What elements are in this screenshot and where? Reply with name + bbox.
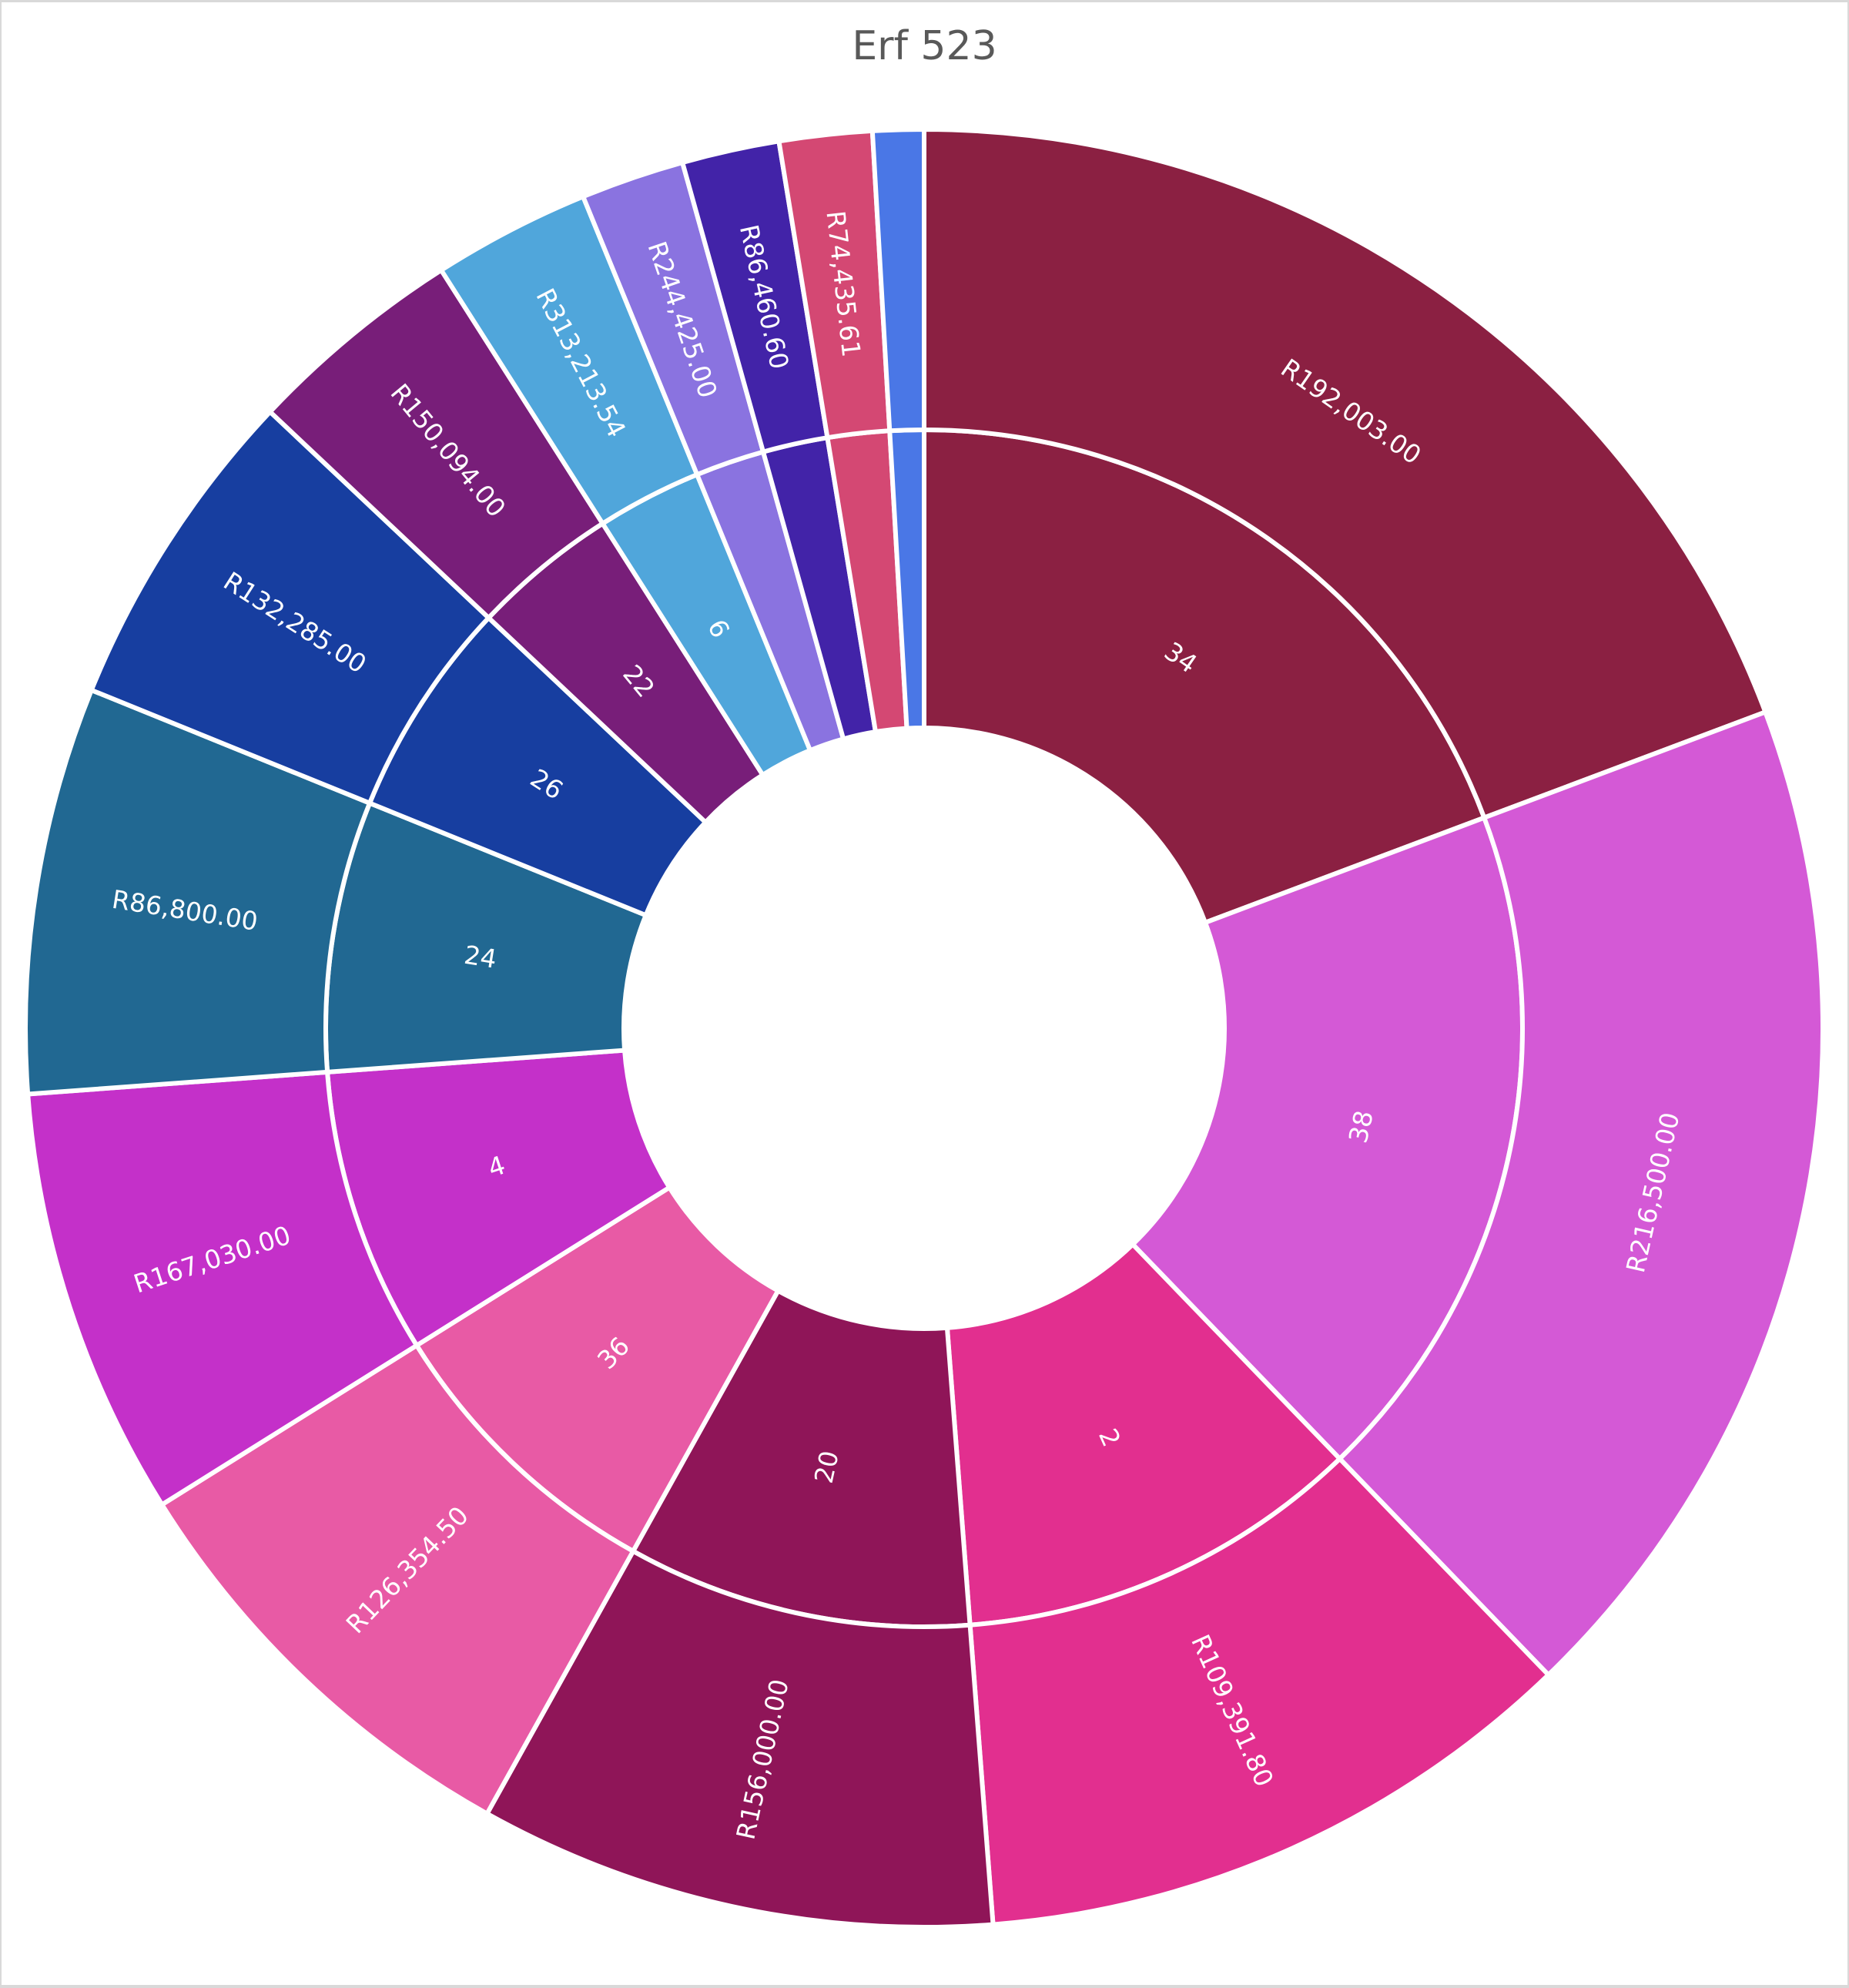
inner-segment-label: 38 [1343, 1108, 1379, 1146]
chart-title: Erf 523 [852, 23, 997, 69]
inner-segment-label: 20 [809, 1448, 845, 1486]
inner-segment-label: 24 [462, 940, 499, 974]
outer-ring-segment[interactable] [967, 1455, 1552, 1927]
outer-ring-segment[interactable] [869, 126, 926, 434]
outer-ring-segment[interactable] [1336, 709, 1825, 1678]
outer-ring-segment[interactable] [922, 126, 1769, 821]
